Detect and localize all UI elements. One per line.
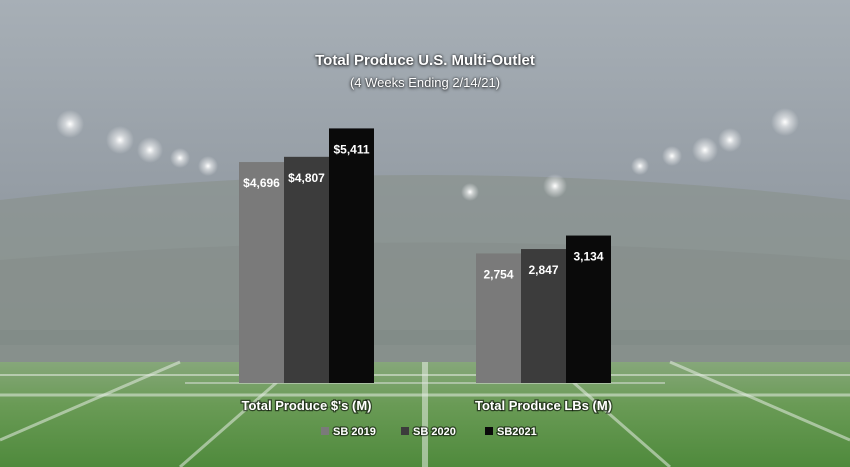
bar-1-2 bbox=[476, 253, 521, 383]
bar-2-1 bbox=[284, 156, 329, 383]
chart-title: Total Produce U.S. Multi-Outlet bbox=[315, 52, 535, 69]
data-label: $4,696 bbox=[243, 176, 280, 190]
legend-swatch bbox=[321, 427, 329, 435]
category-label: Total Produce LBs (M) bbox=[475, 398, 612, 413]
bar-2-2 bbox=[521, 249, 566, 383]
legend-label: SB 2020 bbox=[413, 426, 456, 438]
chart-subtitle: (4 Weeks Ending 2/14/21) bbox=[349, 75, 501, 90]
legend-swatch bbox=[485, 427, 493, 435]
legend-label: SB 2019 bbox=[333, 426, 376, 438]
bar-3-2 bbox=[566, 235, 611, 383]
bar-3-1 bbox=[329, 128, 374, 383]
bar-1-1 bbox=[239, 162, 284, 383]
category-label: Total Produce $'s (M) bbox=[242, 398, 372, 413]
data-label: 2,847 bbox=[528, 263, 558, 277]
data-label: $5,411 bbox=[333, 142, 369, 156]
data-label: 3,134 bbox=[573, 250, 603, 264]
data-label: $4,807 bbox=[288, 171, 325, 185]
legend-swatch bbox=[401, 427, 409, 435]
legend-label: SB2021 bbox=[497, 426, 537, 438]
data-label: 2,754 bbox=[483, 267, 513, 281]
